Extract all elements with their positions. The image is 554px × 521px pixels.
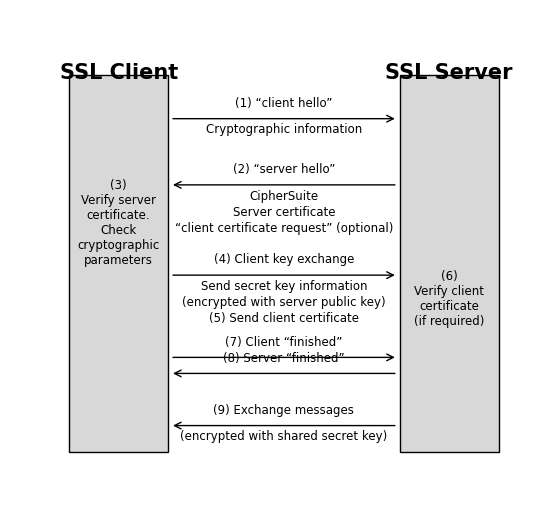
Text: (4) Client key exchange: (4) Client key exchange (214, 253, 354, 266)
Text: (encrypted with shared secret key): (encrypted with shared secret key) (180, 430, 388, 443)
Text: (1) “client hello”: (1) “client hello” (235, 97, 332, 110)
Text: (6)
Verify client
certificate
(if required): (6) Verify client certificate (if requir… (414, 270, 484, 328)
Text: (9) Exchange messages: (9) Exchange messages (213, 404, 355, 417)
Text: (3)
Verify server
certificate.
Check
cryptographic
parameters: (3) Verify server certificate. Check cry… (78, 179, 160, 267)
Text: (8) Server “finished”: (8) Server “finished” (223, 352, 345, 365)
Text: (7) Client “finished”: (7) Client “finished” (225, 336, 342, 349)
Text: Cryptographic information: Cryptographic information (206, 123, 362, 137)
Text: SSL Server: SSL Server (386, 63, 513, 82)
Text: Send secret key information
(encrypted with server public key)
(5) Send client c: Send secret key information (encrypted w… (182, 280, 386, 325)
Text: (2) “server hello”: (2) “server hello” (233, 163, 335, 176)
Text: CipherSuite
Server certificate
“client certificate request” (optional): CipherSuite Server certificate “client c… (175, 190, 393, 234)
Text: SSL Client: SSL Client (59, 63, 178, 82)
Bar (69, 75, 168, 452)
Bar (400, 75, 499, 452)
